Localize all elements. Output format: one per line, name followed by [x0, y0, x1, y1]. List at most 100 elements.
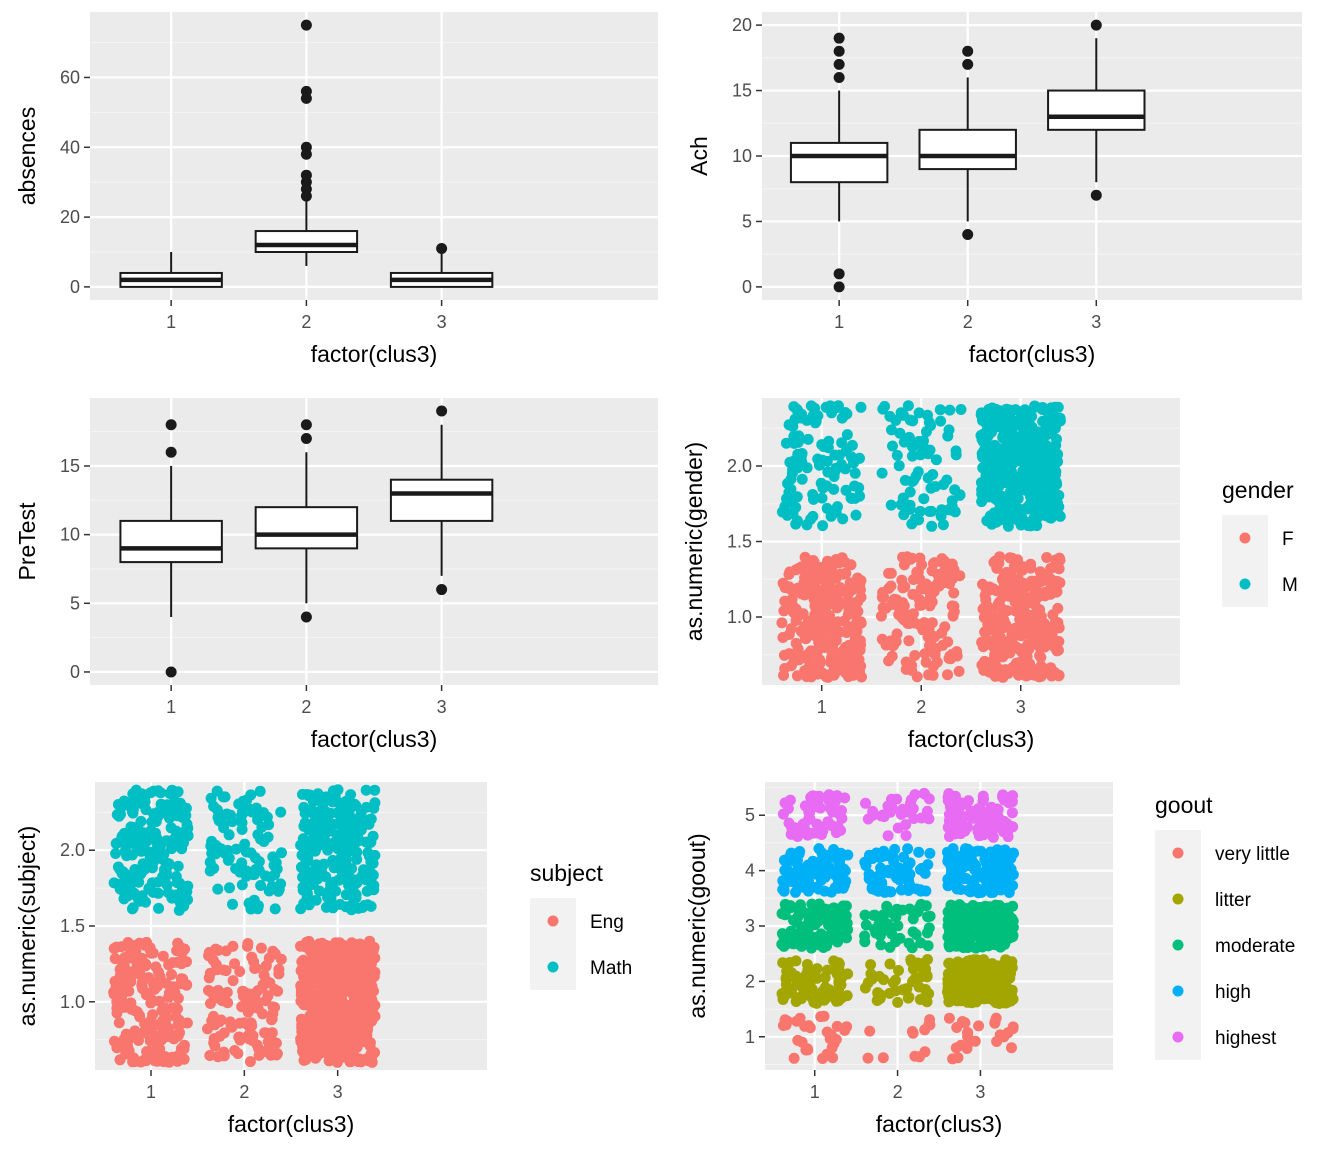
point-F: [828, 570, 840, 581]
point-litter: [978, 954, 990, 966]
absences-box-2: [254, 19, 359, 266]
point-Math: [254, 785, 266, 797]
point-Math: [145, 787, 157, 799]
point-litter: [865, 959, 877, 971]
point-Eng: [111, 991, 123, 1003]
point-Eng: [361, 1022, 373, 1034]
point-M: [820, 401, 832, 413]
point-moderate: [869, 909, 881, 921]
goout-points: [776, 787, 1019, 1065]
pretest-box-1: [119, 419, 223, 678]
point-F: [800, 560, 812, 572]
point-Eng: [147, 1028, 159, 1040]
point-highest: [973, 830, 985, 842]
ach-y-tick-label: 0: [742, 277, 752, 297]
point-Eng: [145, 947, 157, 959]
point-Eng: [313, 969, 324, 981]
point-F: [885, 635, 897, 647]
point-moderate: [803, 913, 815, 925]
point-Eng: [263, 952, 275, 964]
point-F: [936, 567, 948, 579]
point-moderate: [833, 903, 845, 915]
point-moderate: [873, 921, 885, 933]
point-Math: [320, 806, 332, 818]
point-Math: [351, 818, 363, 830]
point-F: [793, 609, 805, 621]
point-M: [1016, 451, 1028, 463]
point-Eng: [260, 1027, 272, 1039]
absences-y-tick-label: 60: [60, 67, 80, 87]
point-Eng: [252, 1002, 264, 1014]
point-highest: [943, 788, 955, 800]
point-Eng: [123, 985, 135, 997]
point-F: [1013, 593, 1025, 605]
point-high: [814, 862, 826, 874]
point-very-little: [839, 1024, 851, 1036]
point-very-little: [788, 1052, 800, 1064]
point-M: [884, 410, 896, 422]
point-M: [1029, 400, 1041, 412]
outlier-point: [300, 19, 312, 31]
point-moderate: [998, 934, 1010, 946]
legend-key-point: [547, 961, 559, 973]
point-litter: [808, 996, 820, 1008]
point-high: [1005, 852, 1017, 864]
point-M: [930, 454, 942, 466]
point-Eng: [300, 970, 312, 981]
point-Eng: [266, 1014, 278, 1026]
point-M: [916, 436, 928, 448]
point-M: [837, 513, 849, 525]
point-F: [883, 655, 895, 667]
point-M: [980, 450, 992, 461]
point-M: [783, 486, 795, 498]
point-Math: [275, 878, 287, 890]
point-litter: [990, 977, 1002, 989]
point-Eng: [269, 1001, 281, 1013]
point-M: [817, 520, 829, 532]
subject-x-axis-title: factor(clus3): [228, 1111, 355, 1137]
point-Math: [163, 859, 175, 871]
point-high: [836, 880, 848, 892]
outlier-point: [165, 446, 177, 458]
goout-panel: 1 2 3 4 5 1 2 3 factor(clus3) as.numeric(goout) go…: [684, 782, 1295, 1137]
ach-y-tick-label: 5: [742, 211, 752, 231]
point-high: [975, 845, 987, 857]
point-very-little: [864, 1025, 876, 1037]
point-high: [790, 856, 802, 868]
point-high: [866, 883, 878, 895]
point-Math: [111, 809, 123, 821]
point-M: [922, 472, 934, 484]
legend-item-Eng: Eng: [530, 898, 624, 944]
point-M: [887, 440, 898, 452]
point-high: [991, 852, 1003, 864]
point-Eng: [341, 945, 353, 956]
outlier-point: [962, 45, 974, 57]
point-litter: [944, 957, 956, 969]
point-Math: [351, 836, 362, 848]
gender-x-tick-label: 2: [916, 697, 926, 717]
ach-box-1: [789, 32, 889, 293]
point-high: [859, 856, 871, 868]
point-Eng: [351, 952, 363, 964]
point-moderate: [796, 921, 808, 933]
point-litter: [914, 994, 926, 1005]
point-litter: [909, 973, 921, 985]
point-litter: [893, 965, 904, 976]
point-Eng: [315, 1029, 327, 1041]
point-Math: [178, 900, 190, 912]
legend-label: F: [1282, 529, 1294, 550]
absences-y-tick-label: 20: [60, 207, 80, 227]
point-F: [1046, 670, 1058, 682]
point-F: [1052, 602, 1064, 614]
point-high: [874, 871, 886, 883]
point-Math: [221, 847, 233, 859]
point-Eng: [364, 935, 376, 947]
legend-label: Math: [590, 958, 632, 979]
legend-label: litter: [1215, 890, 1252, 911]
point-M: [854, 452, 865, 464]
point-Math: [360, 784, 372, 796]
point-F: [809, 571, 821, 583]
subject-x-tick-label: 1: [146, 1082, 156, 1102]
point-Math: [255, 833, 266, 845]
point-Math: [155, 787, 167, 799]
